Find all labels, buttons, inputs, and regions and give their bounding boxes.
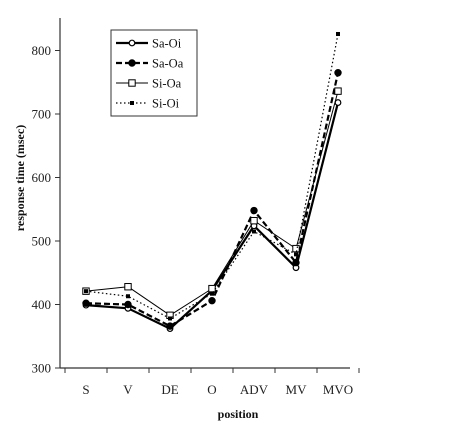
y-tick-label: 800 xyxy=(32,43,52,58)
data-point-sa-oa-mv xyxy=(292,258,300,267)
data-point-sa-oa-mvo xyxy=(334,69,342,77)
data-point-si-oi-mvo xyxy=(336,31,340,36)
legend-label-si-oi: Si-Oi xyxy=(152,97,180,111)
data-point-si-oa-adv xyxy=(250,216,258,225)
axes xyxy=(59,18,350,369)
y-tick-label: 500 xyxy=(32,234,52,249)
legend-marker-sa-oi xyxy=(128,39,136,47)
data-point-sa-oa-o xyxy=(208,296,216,305)
legend-label-sa-oa: Sa-Oa xyxy=(152,57,184,71)
y-tick-label: 300 xyxy=(32,361,52,376)
legend-marker-si-oi xyxy=(130,101,134,105)
y-axis-title: response time (msec) xyxy=(13,125,27,231)
legend-label-si-oa: Si-Oa xyxy=(152,77,182,91)
data-point-sa-oa-de xyxy=(166,322,174,330)
data-point-si-oa-mvo xyxy=(334,87,342,95)
x-tick-label-mvo: MVO xyxy=(323,382,353,397)
y-tick-label: 600 xyxy=(32,170,52,185)
x-tick-label-mv: MV xyxy=(286,382,308,397)
data-point-si-oi-adv xyxy=(252,229,256,234)
legend-marker-sa-oa xyxy=(128,59,136,67)
x-axis-title: position xyxy=(218,407,259,421)
series-sa-oa xyxy=(82,69,342,330)
legend-marker-si-oa xyxy=(128,79,136,87)
x-tick-label-adv: ADV xyxy=(240,382,269,397)
legend-label-sa-oi: Sa-Oi xyxy=(152,37,182,51)
data-point-sa-oa-v xyxy=(124,300,132,309)
y-tick-label: 400 xyxy=(32,297,52,312)
series-sa-oi xyxy=(82,99,342,333)
data-point-si-oi-mv xyxy=(294,252,298,257)
data-point-sa-oi-mvo xyxy=(334,99,342,106)
x-tick-label-de: DE xyxy=(161,382,178,397)
x-tick-label-v: V xyxy=(123,382,133,397)
data-point-si-oi-de xyxy=(168,316,172,321)
series-line-si-oa xyxy=(85,91,339,316)
series-si-oa xyxy=(82,87,342,319)
data-point-sa-oa-s xyxy=(82,299,90,307)
legend-box xyxy=(110,29,198,117)
legend: Sa-Oi Sa-Oa Si-Oa Si-Oi xyxy=(110,29,198,117)
data-point-si-oi-s xyxy=(84,289,88,294)
x-tick-label-s: S xyxy=(82,382,89,397)
data-point-si-oa-v xyxy=(124,283,132,291)
data-point-sa-oa-adv xyxy=(250,206,258,215)
series-lines xyxy=(82,31,342,333)
data-point-si-oa-mv xyxy=(292,244,300,253)
series-si-oi xyxy=(84,31,340,321)
data-point-si-oa-o xyxy=(208,284,216,293)
data-point-si-oi-o xyxy=(210,291,214,296)
y-tick-label: 700 xyxy=(32,107,52,122)
data-point-si-oi-v xyxy=(126,294,130,299)
x-tick-label-o: O xyxy=(207,382,216,397)
tick-marks: 300 400 500 600 700 800 S V DE O ADV MV MVO xyxy=(32,43,360,397)
